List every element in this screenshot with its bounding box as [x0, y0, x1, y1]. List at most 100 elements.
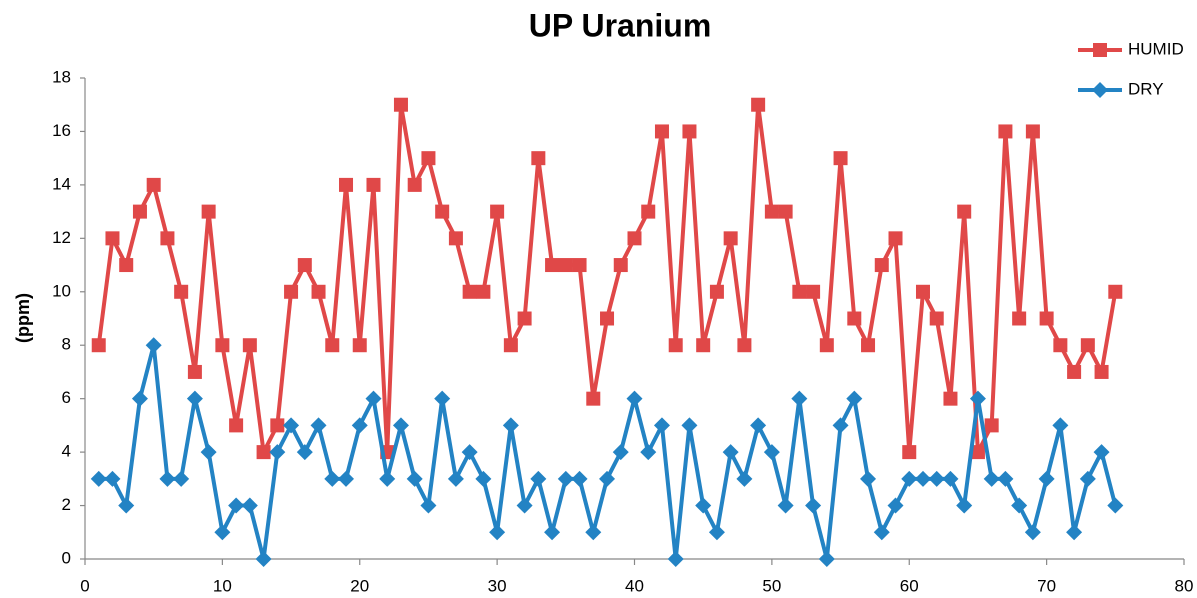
marker	[612, 444, 629, 461]
marker	[819, 338, 834, 353]
marker	[681, 417, 698, 434]
marker	[545, 258, 560, 273]
y-tick-label: 4	[62, 442, 71, 461]
marker	[1093, 444, 1110, 461]
y-tick-label: 14	[52, 174, 71, 193]
marker	[351, 417, 368, 434]
marker	[833, 151, 848, 166]
marker	[902, 445, 917, 460]
marker	[365, 390, 382, 407]
marker	[722, 444, 739, 461]
marker	[983, 470, 1000, 487]
marker	[957, 204, 972, 219]
x-tick-label: 40	[625, 576, 644, 595]
marker	[1012, 311, 1027, 326]
marker	[421, 151, 436, 166]
marker	[269, 444, 286, 461]
x-tick-label: 80	[1175, 576, 1194, 595]
marker	[366, 177, 381, 192]
y-tick-label: 16	[52, 121, 71, 140]
marker	[255, 551, 272, 567]
marker	[476, 284, 491, 299]
marker	[613, 258, 628, 273]
chart-title: UP Uranium	[529, 7, 712, 43]
marker	[861, 338, 876, 353]
marker	[435, 204, 450, 219]
marker	[1024, 524, 1041, 541]
marker	[131, 390, 148, 407]
marker	[1092, 82, 1108, 98]
marker	[160, 231, 175, 246]
marker	[119, 258, 134, 273]
marker	[490, 204, 505, 219]
marker	[1039, 311, 1054, 326]
marker	[600, 311, 615, 326]
marker	[132, 204, 147, 219]
marker	[1079, 470, 1096, 487]
y-tick-label: 12	[52, 228, 71, 247]
marker	[654, 124, 669, 139]
marker	[653, 417, 670, 434]
y-tick-label: 10	[52, 281, 71, 300]
x-tick-label: 70	[1037, 576, 1056, 595]
marker	[393, 97, 408, 112]
marker	[324, 470, 341, 487]
marker	[586, 391, 601, 406]
marker	[146, 177, 161, 192]
marker	[846, 390, 863, 407]
marker	[310, 417, 327, 434]
marker	[832, 417, 849, 434]
marker	[104, 470, 121, 487]
marker	[736, 470, 753, 487]
marker	[516, 497, 533, 514]
marker	[530, 470, 547, 487]
series-line	[96, 102, 1118, 455]
marker	[818, 551, 835, 567]
marker	[928, 470, 945, 487]
marker	[708, 524, 725, 541]
marker	[406, 470, 423, 487]
marker	[901, 470, 918, 487]
marker	[241, 497, 258, 514]
marker	[929, 311, 944, 326]
marker	[792, 284, 807, 299]
marker	[888, 231, 903, 246]
y-tick-label: 8	[62, 335, 71, 354]
marker	[914, 470, 931, 487]
marker	[270, 418, 285, 433]
marker	[517, 311, 532, 326]
marker	[447, 470, 464, 487]
y-axis-label: (ppm)	[13, 293, 33, 343]
marker	[806, 284, 821, 299]
marker	[997, 470, 1014, 487]
legend-label: HUMID	[1128, 39, 1184, 58]
marker	[407, 177, 422, 192]
marker	[338, 470, 355, 487]
marker	[956, 497, 973, 514]
marker	[709, 284, 724, 299]
marker	[339, 177, 354, 192]
marker	[462, 284, 477, 299]
marker	[847, 311, 862, 326]
marker	[943, 391, 958, 406]
marker	[641, 204, 656, 219]
marker	[434, 390, 451, 407]
marker	[296, 444, 313, 461]
marker	[242, 338, 257, 353]
marker	[187, 364, 202, 379]
marker	[682, 124, 697, 139]
marker	[887, 497, 904, 514]
marker	[667, 551, 684, 567]
marker	[970, 445, 985, 460]
marker	[969, 390, 986, 407]
marker	[915, 284, 930, 299]
marker	[105, 231, 120, 246]
marker	[201, 204, 216, 219]
marker	[448, 231, 463, 246]
marker	[420, 497, 437, 514]
marker	[228, 497, 245, 514]
marker	[392, 417, 409, 434]
marker	[737, 338, 752, 353]
marker	[531, 151, 546, 166]
